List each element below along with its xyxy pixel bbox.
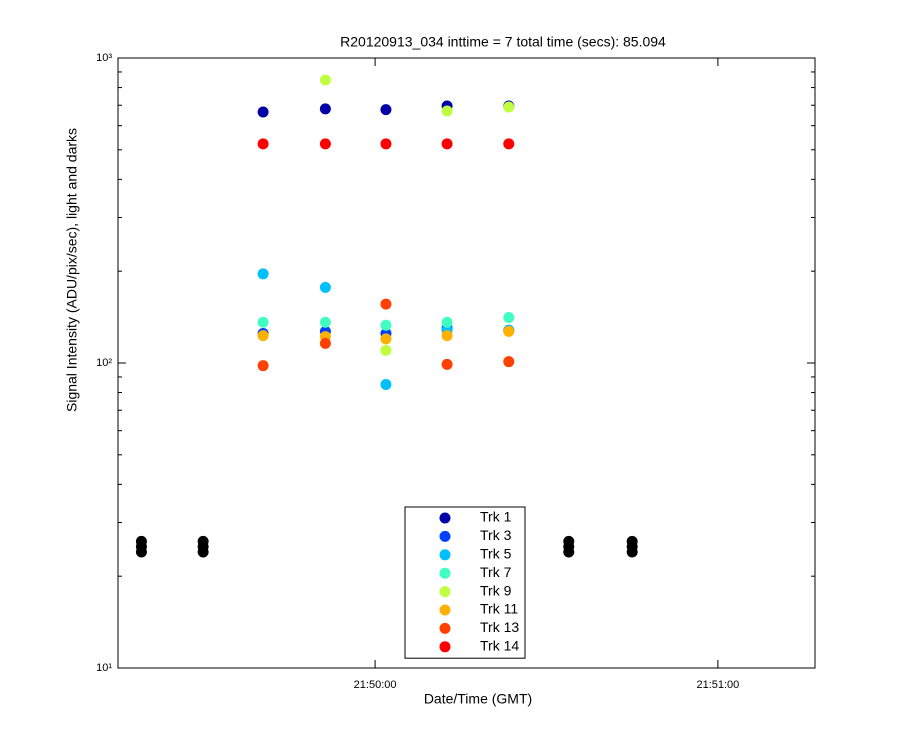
- data-point: [503, 138, 515, 150]
- legend-label: Trk 14: [480, 638, 519, 654]
- data-point: [257, 316, 269, 328]
- data-point: [197, 546, 209, 558]
- data-point: [319, 337, 331, 349]
- data-point: [257, 106, 269, 118]
- legend-marker: [439, 604, 451, 616]
- legend-label: Trk 5: [480, 546, 512, 562]
- x-axis-label: Date/Time (GMT): [424, 691, 532, 707]
- data-point: [380, 344, 392, 356]
- data-point: [135, 546, 147, 558]
- data-point: [503, 101, 515, 113]
- legend-label: Trk 3: [480, 527, 512, 543]
- y-axis-label: Signal Intensity (ADU/pix/sec), light an…: [64, 128, 80, 412]
- legend-marker: [439, 586, 451, 598]
- data-point: [441, 316, 453, 328]
- legend-label: Trk 13: [480, 619, 519, 635]
- data-point: [380, 319, 392, 331]
- data-point: [257, 330, 269, 342]
- data-point: [319, 281, 331, 293]
- data-point: [503, 311, 515, 323]
- legend-marker: [439, 641, 451, 653]
- legend-marker: [439, 549, 451, 561]
- data-point: [441, 358, 453, 370]
- data-point: [380, 298, 392, 310]
- data-point: [319, 316, 331, 328]
- x-tick-label: 21:50:00: [354, 679, 397, 691]
- legend-marker: [439, 567, 451, 579]
- data-point: [380, 379, 392, 391]
- legend-marker: [439, 622, 451, 634]
- data-point: [503, 356, 515, 368]
- legend-marker: [439, 512, 451, 524]
- data-point: [319, 138, 331, 150]
- data-point: [319, 103, 331, 115]
- data-point: [441, 105, 453, 117]
- data-point: [380, 333, 392, 345]
- legend-label: Trk 11: [480, 601, 518, 617]
- legend-box: [404, 506, 526, 659]
- y-tick-label: 10¹: [96, 662, 112, 674]
- y-tick-label: 10³: [96, 52, 112, 64]
- data-point: [626, 546, 638, 558]
- data-point: [503, 325, 515, 337]
- data-point: [257, 360, 269, 372]
- data-point: [319, 74, 331, 86]
- data-point: [441, 330, 453, 342]
- legend-label: Trk 7: [480, 564, 512, 580]
- data-point: [257, 138, 269, 150]
- chart-title: R20120913_034 inttime = 7 total time (se…: [340, 34, 666, 50]
- data-point: [257, 268, 269, 280]
- x-tick-label: 21:51:00: [696, 679, 739, 691]
- legend-label: Trk 1: [480, 509, 512, 525]
- data-point: [380, 104, 392, 116]
- legend-label: Trk 9: [480, 582, 512, 598]
- legend-marker: [439, 530, 451, 542]
- y-tick-label: 10²: [96, 357, 112, 369]
- data-point: [441, 138, 453, 150]
- data-point: [380, 138, 392, 150]
- data-point: [563, 546, 575, 558]
